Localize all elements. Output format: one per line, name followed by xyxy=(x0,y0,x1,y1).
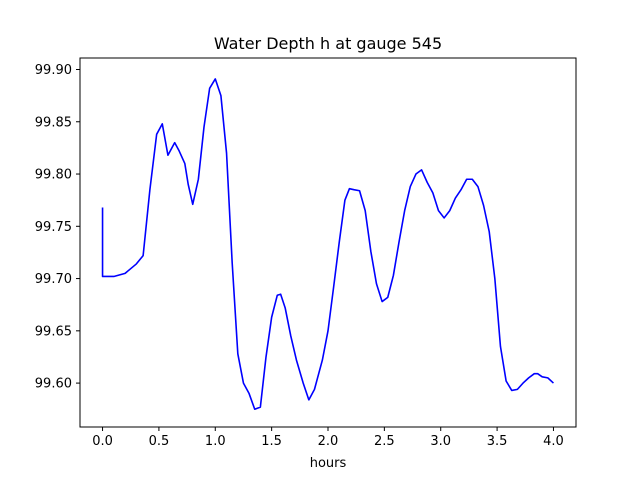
x-tick-label: 0.5 xyxy=(149,434,170,449)
x-tick-label: 3.0 xyxy=(430,434,451,449)
x-tick-label: 1.0 xyxy=(205,434,226,449)
x-tick-label: 1.5 xyxy=(261,434,282,449)
x-tick-label: 4.0 xyxy=(543,434,564,449)
y-tick-label: 99.65 xyxy=(35,324,72,339)
y-tick-label: 99.60 xyxy=(35,377,72,392)
x-tick-label: 3.5 xyxy=(487,434,508,449)
x-tick-label: 2.0 xyxy=(318,434,339,449)
y-tick-label: 99.70 xyxy=(35,272,72,287)
x-axis-label: hours xyxy=(310,456,347,471)
y-tick-label: 99.90 xyxy=(35,63,72,78)
x-tick-label: 2.5 xyxy=(374,434,395,449)
series-line-0 xyxy=(101,78,554,411)
y-tick-label: 99.75 xyxy=(35,220,72,235)
x-axis: 0.0 0.5 1.0 1.5 2.0 2.5 3.0 3.5 4.0 xyxy=(92,427,564,449)
y-tick-label: 99.85 xyxy=(35,115,72,130)
x-tick-label: 0.0 xyxy=(92,434,113,449)
chart-title: Water Depth h at gauge 545 xyxy=(214,34,442,53)
y-tick-label: 99.80 xyxy=(35,168,72,183)
plot-area xyxy=(101,78,554,411)
axes-frame xyxy=(79,57,577,428)
y-axis: 99.60 99.65 99.70 99.75 99.80 99.85 99.90 xyxy=(35,63,80,392)
